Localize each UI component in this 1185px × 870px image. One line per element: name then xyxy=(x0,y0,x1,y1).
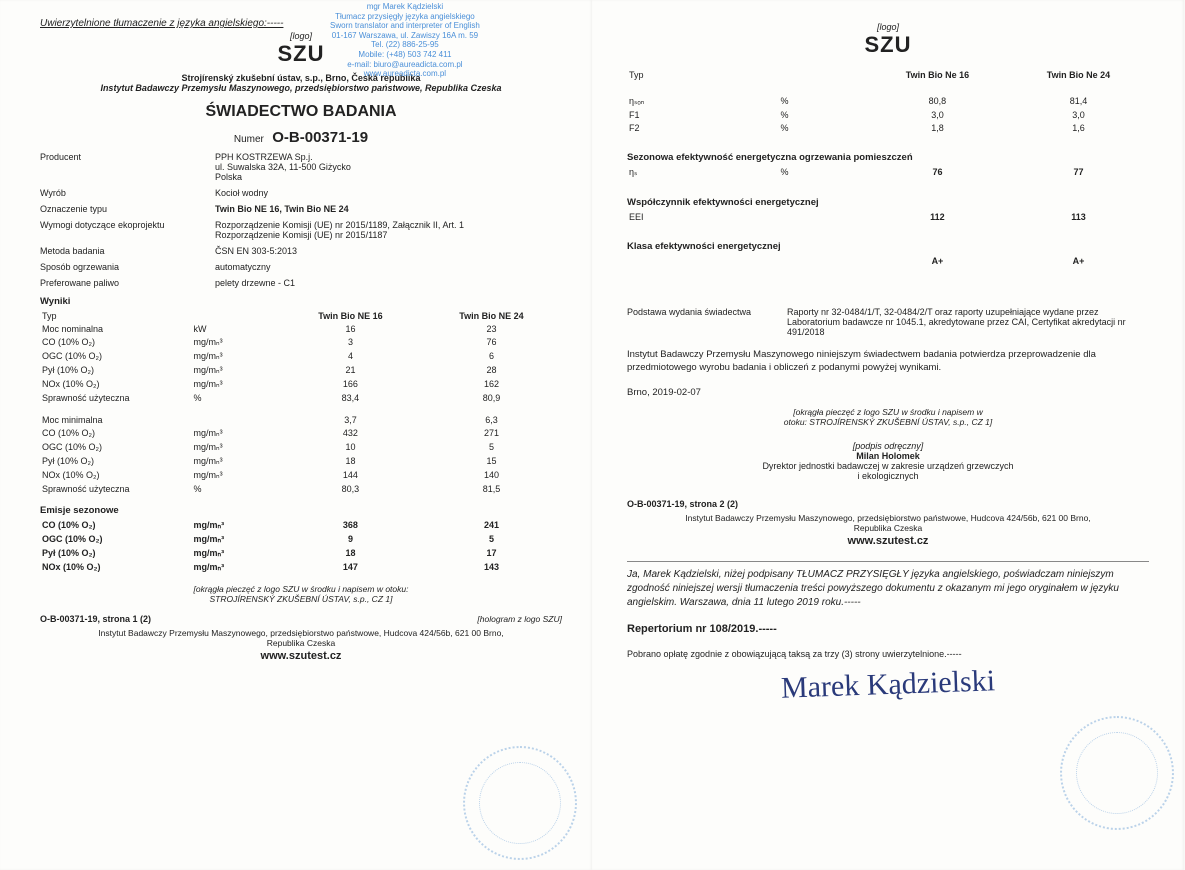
page-footer-1: O-B-00371-19, strona 1 (2) [hologram z l… xyxy=(40,614,562,662)
translator-name: mgr Marek Kądzielski xyxy=(330,2,480,12)
table-row: Sprawność użyteczna%83,480,9 xyxy=(40,391,562,404)
table-row: Moc nominalnakW1623 xyxy=(40,322,562,335)
hologram-note: [hologram z logo SZU] xyxy=(477,614,562,624)
footer-institute: Instytut Badawczy Przemysłu Maszynowego,… xyxy=(40,628,562,648)
table-row: Moc minimalna3,76,3 xyxy=(40,413,562,426)
cert-num: O-B-00371-19 xyxy=(272,129,368,146)
translator-title-en: Sworn translator and interpreter of Engl… xyxy=(330,21,480,31)
footer-web-2: www.szutest.cz xyxy=(627,535,1149,547)
footer-web: www.szutest.cz xyxy=(40,650,562,662)
table-row: Pył (10% O₂)mg/mₙ³2128 xyxy=(40,363,562,377)
logo-block: [logo] SZU xyxy=(40,31,562,67)
logo-label: [logo] xyxy=(40,31,562,41)
institute-line2: Instytut Badawczy Przemysłu Maszynowego,… xyxy=(40,83,562,93)
table-row: OGC (10% O₂)mg/mₙ³105 xyxy=(40,440,562,454)
round-stamp-icon xyxy=(463,746,577,860)
table-row: CO (10% O₂)mg/mₙ³376 xyxy=(40,335,562,349)
field-wymogi: Wymogi dotyczące ekoprojektu Rozporządze… xyxy=(40,220,562,240)
translator-title: Tłumacz przysięgły języka angielskiego xyxy=(330,12,480,22)
table-row: NOx (10% O₂)mg/mₙ³144140 xyxy=(40,468,562,482)
p2-eei-table: EEI 112 113 xyxy=(627,210,1149,223)
field-producent: Producent PPH KOSTRZEWA Sp.j. ul. Suwals… xyxy=(40,152,562,182)
table-row: NOx (10% O₂)mg/mₙ³166162 xyxy=(40,377,562,391)
results-title: Wyniki xyxy=(40,296,562,307)
sworn-declaration: Ja, Marek Kądzielski, niżej podpisany TŁ… xyxy=(627,561,1149,660)
institute-block: Strojírenský zkušební ústav, s.p., Brno,… xyxy=(40,73,562,93)
seal-note: [okrągła pieczęć z logo SZU w środku i n… xyxy=(40,584,562,604)
field-podstawa: Podstawa wydania świadectwa Raporty nr 3… xyxy=(627,307,1149,337)
cert-date: Brno, 2019-02-07 xyxy=(627,387,1149,400)
logo-text: SZU xyxy=(40,41,562,67)
field-sposob: Sposób ogrzewania automatyczny xyxy=(40,262,562,272)
cert-number-line: Numer O-B-00371-19 xyxy=(40,129,562,146)
season-table: CO (10% O₂)mg/mₙ³368241OGC (10% O₂)mg/mₙ… xyxy=(40,518,562,574)
field-wyrob: Wyrób Kocioł wodny xyxy=(40,188,562,198)
table-row: NOx (10% O₂)mg/mₙ³147143 xyxy=(40,560,562,574)
sig-title: Dyrektor jednostki badawczej w zakresie … xyxy=(627,461,1149,481)
results-table: Typ Twin Bio NE 16 Twin Bio NE 24 Moc no… xyxy=(40,309,562,495)
field-metoda: Metoda badania ČSN EN 303-5:2013 xyxy=(40,246,562,256)
translator-mobile: Mobile: (+48) 503 742 411 xyxy=(330,50,480,60)
confirmation-text: Instytut Badawczy Przemysłu Maszynowego … xyxy=(627,349,1149,375)
fee-line: Pobrano opłatę zgodnie z obowiązującą ta… xyxy=(627,648,1149,661)
sig-name: Milan Holomek xyxy=(627,451,1149,461)
header-line: Uwierzytelnione tłumaczenie z języka ang… xyxy=(40,18,562,29)
field-oznaczenie: Oznaczenie typu Twin Bio NE 16, Twin Bio… xyxy=(40,204,562,214)
page-2: [logo] SZU Typ Twin Bio Ne 16 Twin Bio N… xyxy=(592,0,1184,870)
sec-klasa: Klasa efektywności energetycznej xyxy=(627,241,1149,252)
table-row: Pył (10% O₂)mg/mₙ³1817 xyxy=(40,546,562,560)
handwritten-signature: Marek Kądzielski xyxy=(627,659,1150,711)
seal-note-2: [okrągła pieczęć z logo SZU w środku i n… xyxy=(627,407,1149,427)
translator-addr: 01-167 Warszawa, ul. Zawiszy 16A m. 59 xyxy=(330,31,480,41)
page-1: mgr Marek Kądzielski Tłumacz przysięgły … xyxy=(0,0,592,870)
footer-institute-2: Instytut Badawczy Przemysłu Maszynowego,… xyxy=(627,513,1149,533)
institute-line1: Strojírenský zkušební ústav, s.p., Brno,… xyxy=(40,73,562,83)
p2-top-table: Typ Twin Bio Ne 16 Twin Bio Ne 24 ηₛₒₙ%8… xyxy=(627,68,1149,134)
table-row: F2%1,81,6 xyxy=(627,121,1149,134)
cert-num-label: Numer xyxy=(234,134,264,145)
table-row: OGC (10% O₂)mg/mₙ³95 xyxy=(40,532,562,546)
cert-title: ŚWIADECTWO BADANIA xyxy=(40,103,562,121)
table-row: ηₛₒₙ%80,881,4 xyxy=(627,94,1149,108)
sec-sezonowa: Sezonowa efektywność energetyczna ogrzew… xyxy=(627,152,1149,163)
translator-email: e-mail: biuro@aureadicta.com.pl xyxy=(330,60,480,70)
round-stamp-icon-2 xyxy=(1060,716,1174,830)
sec-wspolczynnik: Współczynnik efektywności energetycznej xyxy=(627,197,1149,208)
logo-block-2: [logo] SZU xyxy=(627,22,1149,58)
sig-label: [podpis odręczny] xyxy=(627,441,1149,451)
emisje-title: Emisje sezonowe xyxy=(40,505,562,516)
table-row: F1%3,03,0 xyxy=(627,108,1149,121)
signature-block: [podpis odręczny] Milan Holomek Dyrektor… xyxy=(627,441,1149,481)
table-row: Sprawność użyteczna%80,381,5 xyxy=(40,482,562,495)
table-row: CO (10% O₂)mg/mₙ³432271 xyxy=(40,426,562,440)
table-row: OGC (10% O₂)mg/mₙ³46 xyxy=(40,349,562,363)
page-footer-2: O-B-00371-19, strona 2 (2) Instytut Bada… xyxy=(627,499,1149,547)
table-row: Pył (10% O₂)mg/mₙ³1815 xyxy=(40,454,562,468)
translator-web: www.aureadicta.com.pl xyxy=(330,69,480,79)
field-paliwo: Preferowane paliwo pelety drzewne - C1 xyxy=(40,278,562,288)
footer-page-ref-2: O-B-00371-19, strona 2 (2) xyxy=(627,499,1149,509)
p2-ns-table: ηₛ % 76 77 xyxy=(627,165,1149,179)
table-row: CO (10% O₂)mg/mₙ³368241 xyxy=(40,518,562,532)
translator-block: mgr Marek Kądzielski Tłumacz przysięgły … xyxy=(330,2,480,79)
translator-tel: Tel. (22) 886-25-95 xyxy=(330,40,480,50)
p2-klasa-table: A+ A+ xyxy=(627,254,1149,267)
repertorium: Repertorium nr 108/2019.----- xyxy=(627,622,1149,637)
footer-page-ref: O-B-00371-19, strona 1 (2) xyxy=(40,614,151,624)
